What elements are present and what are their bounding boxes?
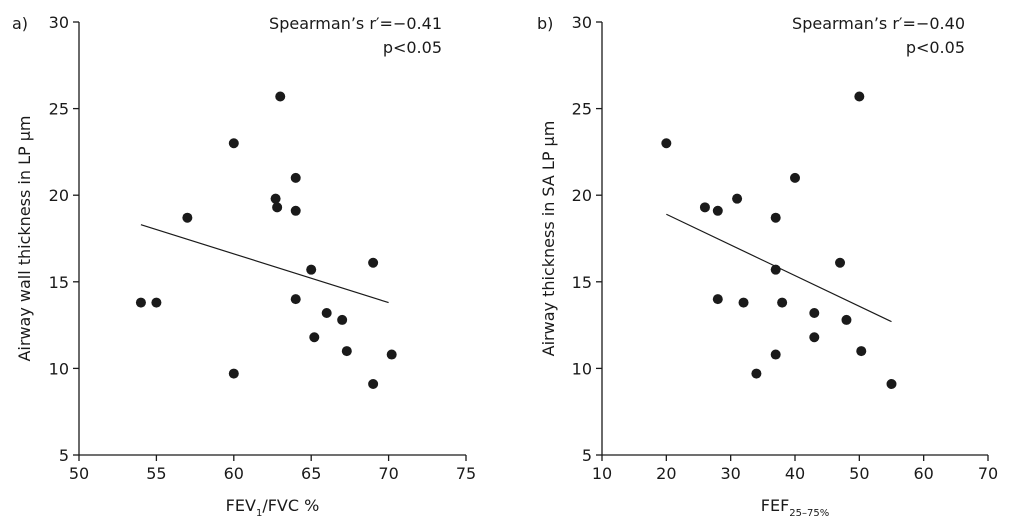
data-point xyxy=(886,378,897,389)
y-tick-label: 20 xyxy=(49,186,69,205)
x-axis-title-main: FEF xyxy=(761,496,790,515)
data-point xyxy=(712,294,723,305)
y-tick-label: 10 xyxy=(572,359,592,378)
y-tick-label: 5 xyxy=(582,446,592,465)
data-point xyxy=(751,368,762,379)
data-point xyxy=(809,307,820,318)
p-value-annotation: p<0.05 xyxy=(906,38,965,57)
data-point xyxy=(309,332,320,343)
x-tick-label: 40 xyxy=(785,464,805,483)
data-point xyxy=(151,297,162,308)
x-tick-label: 20 xyxy=(656,464,676,483)
data-point xyxy=(738,297,749,308)
y-axis-title: Airway wall thickness in LP µm xyxy=(15,115,34,361)
chart-panel-a: 5 10 15 20 25 30 50 55 60 65 70 75 a) Airway wall thi… xyxy=(12,13,476,519)
data-point xyxy=(777,297,788,308)
panel-label: a) xyxy=(12,14,28,33)
y-tick-label: 15 xyxy=(572,273,592,292)
data-point xyxy=(228,368,239,379)
data-point xyxy=(306,264,317,275)
x-tick-label: 75 xyxy=(456,464,476,483)
data-point xyxy=(368,257,379,268)
x-axis-title: FEV1/FVC % xyxy=(226,496,320,519)
x-tick-label: 70 xyxy=(378,464,398,483)
x-tick-label: 55 xyxy=(146,464,166,483)
y-tick-label: 10 xyxy=(49,359,69,378)
data-point xyxy=(337,314,348,325)
y-tick-label: 15 xyxy=(49,273,69,292)
x-axis-title-suffix: /FVC % xyxy=(262,496,319,515)
x-tick-label: 70 xyxy=(978,464,998,483)
y-tick-label: 30 xyxy=(572,13,592,32)
data-point xyxy=(856,346,867,357)
data-point xyxy=(386,349,397,360)
data-point xyxy=(272,202,283,213)
data-point xyxy=(270,193,281,204)
p-value-annotation: p<0.05 xyxy=(383,38,442,57)
data-point xyxy=(661,138,672,149)
x-tick-label: 30 xyxy=(720,464,740,483)
x-axis-title-main: FEV xyxy=(226,496,256,515)
data-point xyxy=(809,332,820,343)
data-point xyxy=(770,349,781,360)
data-point xyxy=(275,91,286,102)
data-point xyxy=(182,212,193,223)
data-point xyxy=(841,314,852,325)
data-point xyxy=(732,193,743,204)
data-point xyxy=(290,172,301,183)
y-tick-label: 25 xyxy=(49,100,69,119)
data-point xyxy=(135,297,146,308)
data-point xyxy=(770,264,781,275)
data-point xyxy=(854,91,865,102)
x-axis-title-subscript: 1 xyxy=(256,508,262,519)
x-tick-label: 50 xyxy=(69,464,89,483)
y-tick-label: 30 xyxy=(49,13,69,32)
data-point xyxy=(321,307,332,318)
data-point xyxy=(290,294,301,305)
x-tick-label: 50 xyxy=(849,464,869,483)
x-axis-title-subscript: 25–75% xyxy=(789,508,829,519)
data-point xyxy=(228,138,239,149)
data-point xyxy=(368,378,379,389)
spearman-annotation: Spearman’s r′=−0.40 xyxy=(792,14,965,33)
data-point xyxy=(290,205,301,216)
y-tick-label: 5 xyxy=(59,446,69,465)
x-tick-label: 65 xyxy=(301,464,321,483)
x-tick-label: 10 xyxy=(592,464,612,483)
x-tick-label: 60 xyxy=(913,464,933,483)
data-point xyxy=(770,212,781,223)
y-tick-label: 20 xyxy=(572,186,592,205)
x-axis-title: FEF25–75% xyxy=(761,496,829,519)
data-point xyxy=(835,257,846,268)
data-point xyxy=(341,346,352,357)
x-tick-label: 60 xyxy=(224,464,244,483)
y-axis-title: Airway thickness in SA LP µm xyxy=(539,121,558,357)
y-tick-label: 25 xyxy=(572,100,592,119)
data-point xyxy=(712,205,723,216)
trend-line xyxy=(140,224,389,304)
panel-label: b) xyxy=(537,14,553,33)
spearman-annotation: Spearman’s r′=−0.41 xyxy=(269,14,442,33)
data-point xyxy=(790,172,800,183)
data-point xyxy=(699,202,710,213)
